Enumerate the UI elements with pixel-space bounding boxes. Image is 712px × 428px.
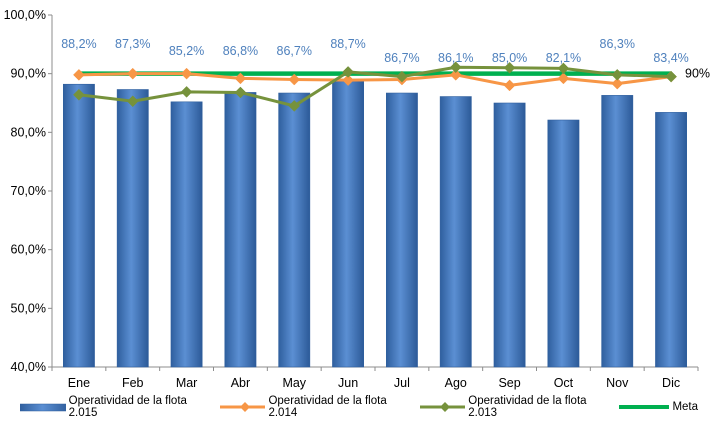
legend-label-meta: Meta (672, 401, 699, 413)
series-2013-line (78, 65, 672, 108)
bar (547, 119, 580, 368)
series-2014-point (449, 68, 462, 81)
bar-data-label: 88,2% (61, 37, 96, 51)
bar-data-label: 86,1% (438, 51, 473, 65)
bar (63, 83, 95, 368)
series-2013-point (611, 68, 624, 81)
series-2013-point (503, 61, 516, 74)
x-tick-label: Sep (498, 376, 520, 390)
x-tick-label: Feb (122, 376, 144, 390)
bar (386, 92, 418, 368)
x-tick-label: May (282, 376, 306, 390)
legend-item-2013: Operatividad de la flota 2.013 (419, 395, 606, 419)
series-2013-point (396, 70, 408, 83)
series-2013-point (449, 61, 462, 74)
y-tick-label: 60,0% (11, 243, 46, 257)
x-tick-label: Oct (554, 376, 574, 390)
legend-item-2014: Operatividad de la flota 2.014 (219, 395, 406, 419)
legend-label-2015: Operatividad de la flota 2.015 (68, 395, 187, 419)
bar-data-label: 82,1% (546, 51, 581, 65)
x-tick-label: Jun (338, 376, 358, 390)
series-2014-point (180, 67, 193, 80)
series-2013-point (342, 66, 354, 78)
bar-data-label: 87,3% (115, 37, 150, 51)
bar (655, 112, 687, 368)
y-tick-label: 80,0% (11, 125, 46, 139)
series-2013-point (73, 88, 85, 101)
bar-data-label: 85,2% (169, 44, 204, 58)
legend-line-swatch-2014 (219, 402, 266, 412)
series-2013-point (288, 100, 301, 112)
bar-data-label: 85,0% (492, 51, 527, 65)
bar-data-label: 86,7% (277, 44, 312, 58)
series-2014-point (342, 74, 354, 86)
y-tick-label: 40,0% (11, 360, 46, 374)
x-tick-label: Jul (394, 376, 410, 390)
y-tick-label: 70,0% (11, 184, 46, 198)
x-tick-label: Dic (662, 376, 680, 390)
bar-data-label: 86,8% (223, 44, 258, 58)
legend-bar-swatch (20, 403, 66, 412)
series-2014-line (78, 72, 672, 87)
x-tick-label: Mar (176, 376, 198, 390)
series-2013-point (665, 70, 677, 83)
series-2014-point (557, 72, 570, 85)
bar (493, 102, 526, 368)
bars-layer (63, 80, 687, 368)
bar (116, 89, 149, 368)
bar-data-label: 86,7% (384, 51, 419, 65)
x-tick-label: Nov (606, 376, 629, 390)
axes: 40,0% 50,0% 60,0% 70,0% 80,0% 90,0% 100,0% Ene F… (4, 8, 699, 390)
x-tick-label: Ene (68, 376, 90, 390)
series-2014-point (503, 79, 516, 92)
bar (332, 80, 364, 368)
legend-line-swatch-meta (619, 405, 670, 409)
bar (170, 101, 203, 368)
labels-layer: 88,2% 87,3% 85,2% 86,8% 86,7% 88,7% 86,7% 86,1%… (61, 37, 710, 81)
legend: Operatividad de la flota 2.015 Operativi… (20, 395, 712, 419)
legend-item-2015: Operatividad de la flota 2.015 (20, 395, 206, 419)
meta-end-label: 90% (685, 67, 710, 81)
lines-layer (73, 61, 677, 112)
bar-data-label: 86,3% (600, 37, 635, 51)
series-2013-point (180, 85, 193, 98)
y-tick-label: 90,0% (11, 67, 46, 81)
x-tick-label: Ago (445, 376, 467, 390)
bar (224, 92, 257, 368)
legend-item-meta: Meta (619, 401, 698, 413)
bar (278, 92, 311, 368)
bar (601, 95, 634, 368)
bar-data-label: 83,4% (653, 51, 688, 65)
x-tick-label: Abr (231, 376, 250, 390)
bar-data-label: 88,7% (330, 37, 365, 51)
chart: 40,0% 50,0% 60,0% 70,0% 80,0% 90,0% 100,0% Ene F… (4, 8, 710, 390)
legend-label-2014: Operatividad de la flota 2.014 (268, 395, 387, 419)
series-2014-point (288, 73, 301, 86)
legend-line-swatch-2013 (419, 402, 466, 412)
y-tick-label: 50,0% (11, 301, 46, 315)
series-2013-point (234, 86, 247, 99)
series-2014-point (126, 67, 139, 80)
bar (439, 96, 472, 368)
series-2013-point (557, 62, 570, 75)
legend-label-2013: Operatividad de la flota 2.013 (468, 395, 587, 419)
y-tick-label: 100,0% (4, 8, 46, 22)
series-2014-point (73, 68, 85, 81)
series-2013-point (126, 95, 139, 108)
series-2014-point (234, 72, 247, 85)
series-2014-point (611, 77, 624, 90)
